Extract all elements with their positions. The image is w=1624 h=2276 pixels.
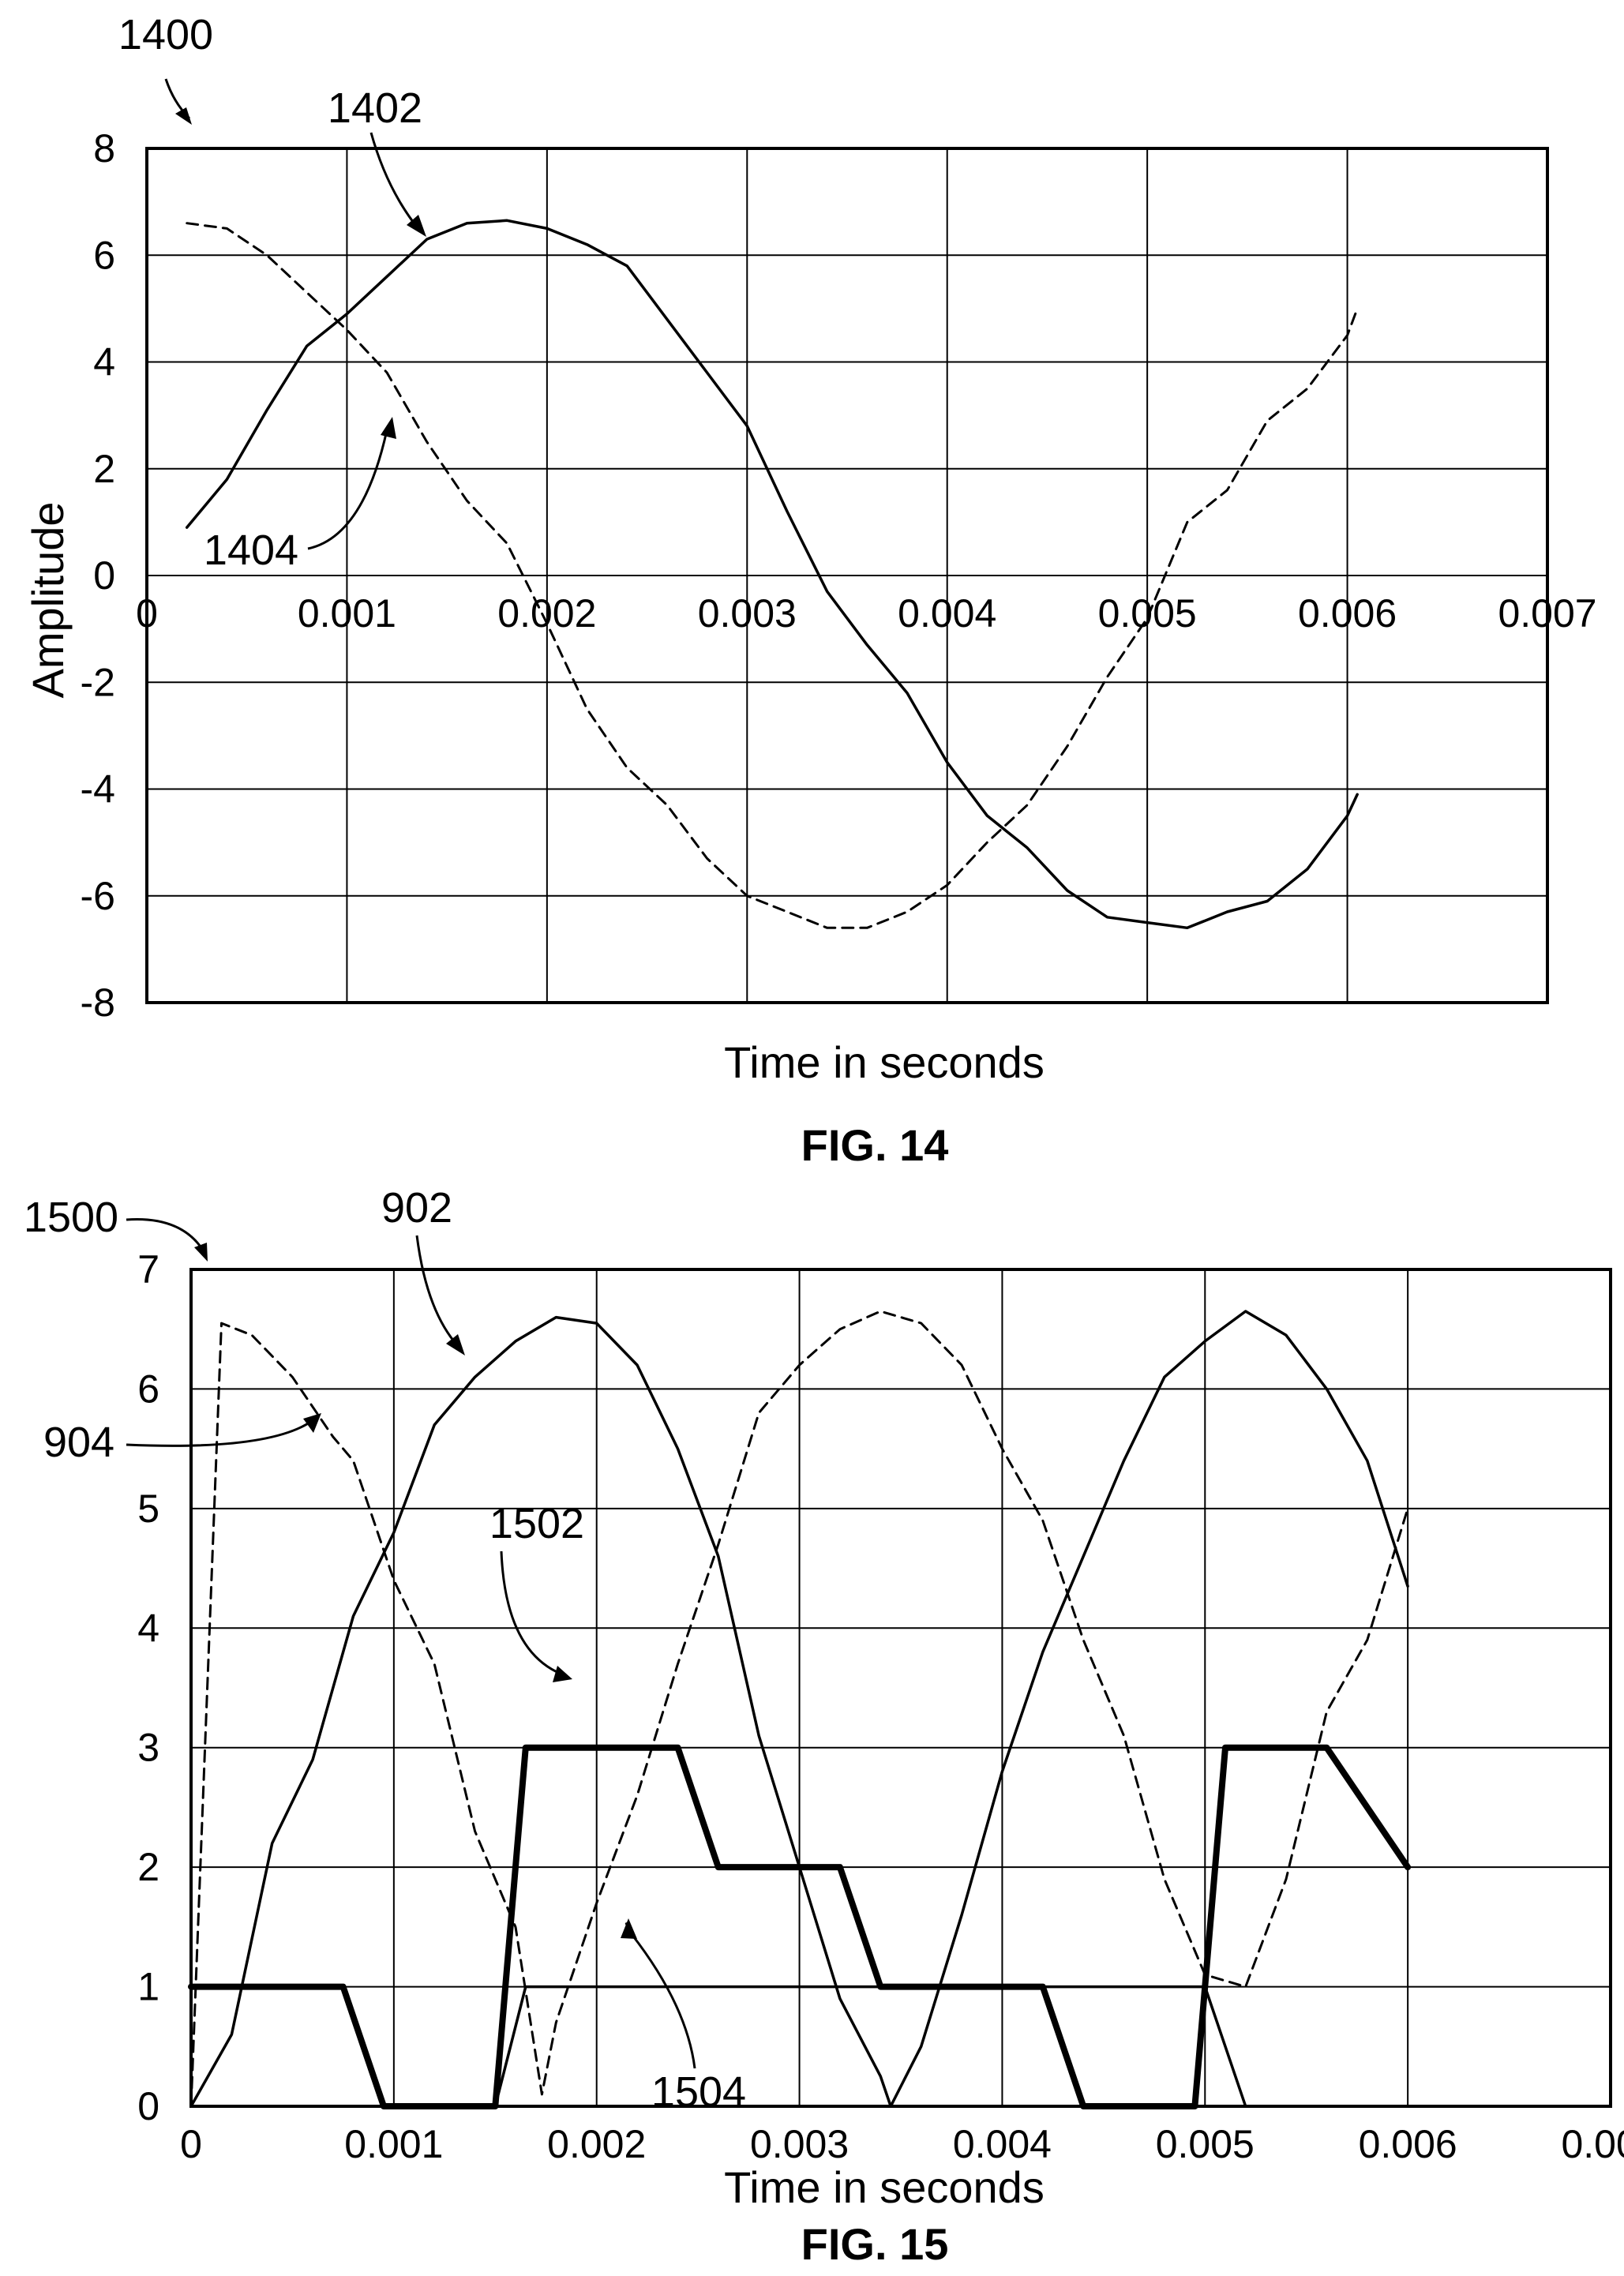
figure-14-y-tick-label: 2 (93, 447, 115, 491)
figure-15-x-tick-labels: 0 0.001 0.002 0.003 0.004 0.005 0.006 0.007 (180, 2122, 1624, 2166)
figure-15-reference-leader (126, 1218, 205, 1252)
figure-15-series (188, 1310, 1412, 2109)
figure-15-y-tick-label: 3 (137, 1726, 159, 1770)
figure-15-reference-numeral: 1500 (24, 1194, 118, 1241)
figure-15-y-tick-label: 5 (137, 1487, 159, 1531)
annotation-arrowhead-1404 (381, 417, 396, 439)
series-line-1402 (185, 219, 1359, 930)
figure-14-x-tick-labels: 0 0.001 0.002 0.003 0.004 0.005 0.006 0.007 (136, 591, 1596, 636)
figure-15-x-tick-label: 0.004 (953, 2122, 1052, 2166)
figure-14-chart: 8 6 4 2 0 -2 -4 -6 -8 0 0.001 0.002 0.003 0.004 0.005… (23, 11, 1597, 1170)
figure-14-y-tick-label: 8 (93, 126, 115, 171)
figure-15-y-tick-label: 6 (137, 1367, 159, 1411)
figure-14-series (185, 219, 1359, 930)
figure-14-y-tick-label: 4 (93, 340, 115, 384)
figure-15-x-tick-label: 0.003 (750, 2122, 849, 2166)
annotation-leader-1502 (500, 1550, 561, 1675)
annotation-arrowhead-1502 (553, 1666, 572, 1682)
series-line-1504 (189, 1985, 1409, 2108)
figure-14-x-tick-label: 0.003 (698, 591, 797, 636)
figure-14-x-tick-label: 0.007 (1498, 591, 1596, 636)
figure-15-x-tick-label: 0.006 (1359, 2122, 1457, 2166)
figure-14-label: FIG. 14 (801, 1120, 949, 1170)
figure-15-chart: 7 6 5 4 3 2 1 0 0 0.001 0.002 0.003 0.004 0.005 0.006… (24, 1184, 1624, 2269)
series-line-904 (189, 1310, 1409, 2108)
figure-15-y-tick-label: 2 (137, 1845, 159, 1889)
figure-14-y-tick-label: 6 (93, 233, 115, 277)
figure-15-x-tick-label: 0.002 (547, 2122, 646, 2166)
figure-15-reference-arrowhead (194, 1243, 208, 1262)
figure-15-plot-frame (189, 1268, 1612, 2108)
annotation-leader-904 (126, 1419, 313, 1447)
figure-15-x-tick-label: 0.005 (1156, 2122, 1255, 2166)
figure-14-y-tick-label: -6 (81, 874, 115, 918)
figure-15-grid (190, 1269, 1611, 2107)
annotation-label-1402: 1402 (328, 84, 422, 132)
figure-15-x-axis-title: Time in seconds (724, 2162, 1045, 2212)
figure-15-y-tick-label: 1 (137, 1965, 159, 2009)
figure-14-plot-frame (145, 147, 1549, 1004)
figure-14-y-axis-title: Amplitude (23, 501, 73, 698)
figure-14-y-tick-label: -8 (81, 981, 115, 1025)
figure-15-x-tick-label: 0.007 (1561, 2122, 1624, 2166)
figure-15-y-tick-labels: 7 6 5 4 3 2 1 0 (137, 1247, 159, 2128)
figure-14-grid (146, 148, 1548, 1003)
figure-15-y-tick-label: 7 (137, 1247, 159, 1292)
figure-15-y-tick-label: 4 (137, 1606, 159, 1650)
annotation-label-1404: 1404 (204, 527, 298, 574)
annotation-label-1504: 1504 (651, 2068, 746, 2116)
figure-14-y-tick-labels: 8 6 4 2 0 -2 -4 -6 -8 (81, 126, 115, 1025)
series-line-902 (189, 1310, 1409, 2108)
annotation-label-902: 902 (381, 1184, 452, 1232)
figure-15-y-tick-label: 0 (137, 2084, 159, 2128)
annotation-arrowhead-904 (303, 1413, 321, 1433)
figure-14-reference-numeral: 1400 (118, 11, 213, 58)
annotation-label-1502: 1502 (489, 1500, 584, 1547)
annotation-arrowhead-1504 (621, 1918, 637, 1939)
figure-14-y-tick-label: -2 (81, 660, 115, 704)
figure-15-label: FIG. 15 (801, 2219, 949, 2269)
annotation-arrowhead-902 (446, 1334, 465, 1355)
series-line-1404 (186, 222, 1359, 929)
figure-14-x-tick-label: 0.002 (497, 591, 596, 636)
figure-14-x-tick-label: 0 (136, 591, 158, 636)
annotation-leader-902 (415, 1235, 459, 1347)
annotation-arrowhead-1402 (407, 215, 426, 237)
figure-15-x-tick-label: 0.001 (344, 2122, 443, 2166)
figure-14-x-tick-label: 0.005 (1098, 591, 1197, 636)
annotation-leader-1504 (624, 1922, 696, 2069)
figure-15-x-tick-label: 0 (180, 2122, 202, 2166)
figure-14-y-tick-label: 0 (93, 553, 115, 598)
figure-14-y-tick-label: -4 (81, 767, 115, 812)
figure-14-x-tick-label: 0.004 (898, 591, 996, 636)
figure-14-x-tick-label: 0.001 (298, 591, 396, 636)
figure-14-x-tick-label: 0.006 (1298, 591, 1397, 636)
annotation-label-904: 904 (43, 1419, 114, 1466)
figure-14-reference-arrowhead (175, 107, 192, 125)
annotation-leader-1404 (307, 429, 388, 550)
annotation-leader-1402 (369, 132, 420, 230)
figure-14-x-axis-title: Time in seconds (724, 1037, 1045, 1087)
